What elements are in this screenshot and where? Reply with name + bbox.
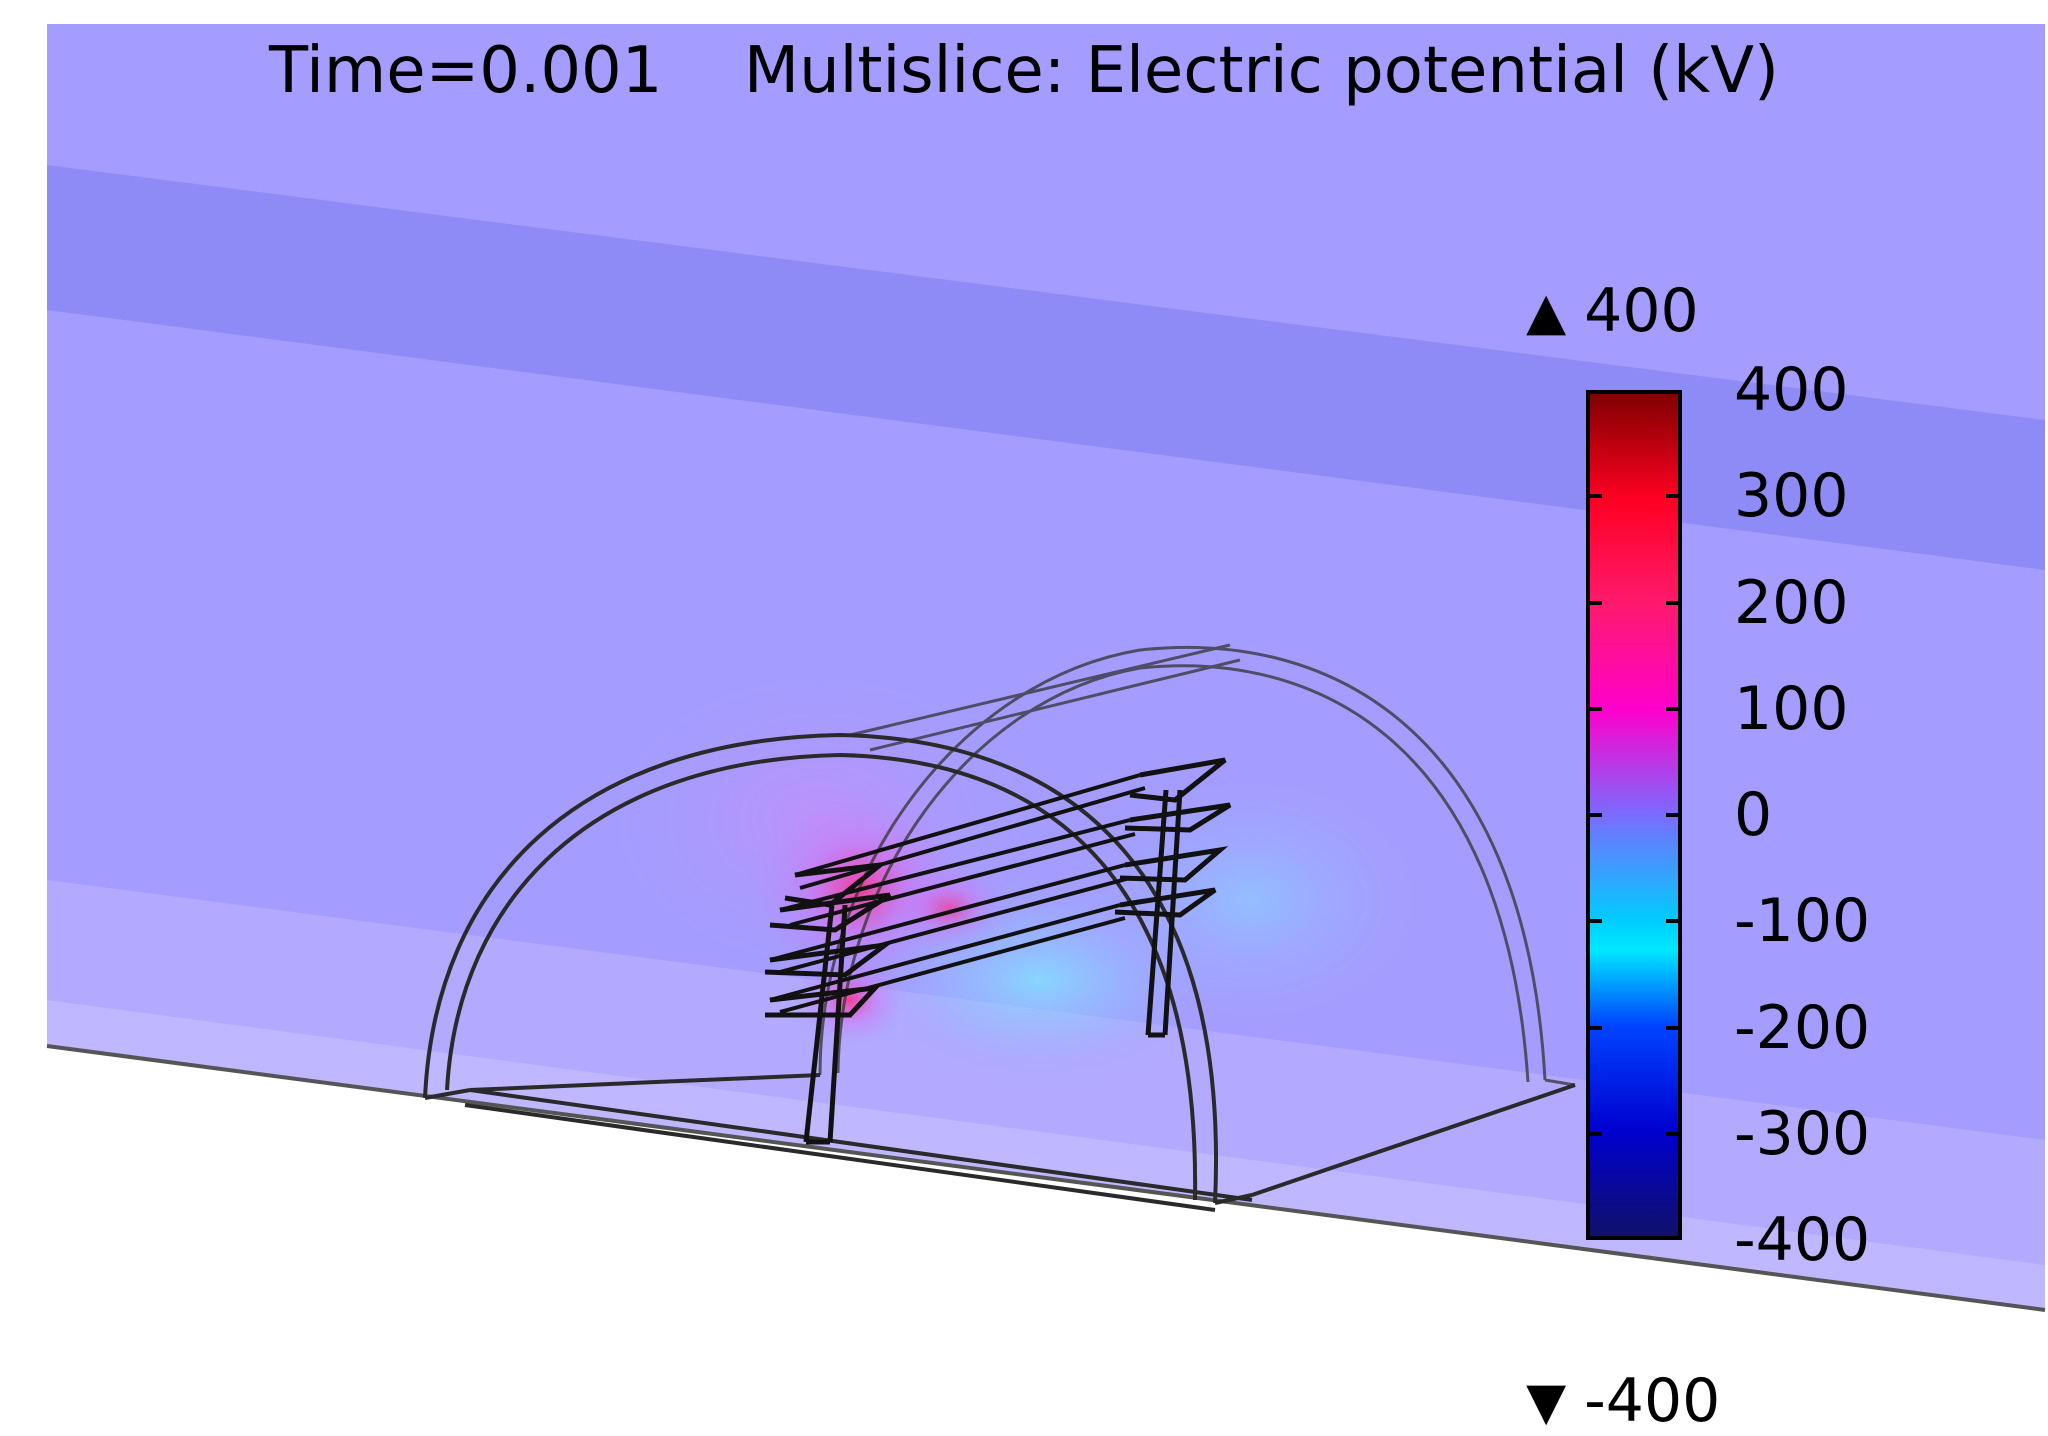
colorbar-tick-mark xyxy=(1586,494,1602,499)
potential-coldspot-2 xyxy=(1070,770,1430,1030)
colorbar-tick-label: 400 xyxy=(1734,355,1849,425)
3d-plot-canvas xyxy=(46,24,2046,1367)
colorbar-tick-label: -200 xyxy=(1734,992,1871,1063)
colorbar-tick-mark xyxy=(1666,1025,1682,1030)
colorbar-tick-mark xyxy=(1586,1131,1602,1136)
colorbar-tick-mark xyxy=(1586,919,1602,924)
colorbar-tick-mark xyxy=(1666,919,1682,924)
colorbar-tick-label: 200 xyxy=(1734,567,1849,638)
colorbar-tick-label: 0 xyxy=(1734,780,1773,850)
up-triangle-icon: ▲ xyxy=(1526,282,1567,342)
min-range-label: ▼ -400 xyxy=(1488,1296,1720,1436)
down-triangle-icon: ▼ xyxy=(1526,1372,1567,1432)
colorbar-tick-label: -300 xyxy=(1734,1098,1871,1169)
colorbar-tick-mark xyxy=(1666,706,1682,711)
colorbar-tick-label: 300 xyxy=(1734,461,1849,532)
plot-title-label: Multislice: Electric potential (kV) xyxy=(743,34,1779,108)
time-label: Time=0.001 xyxy=(269,34,663,108)
colorbar-tick-mark xyxy=(1586,600,1602,605)
white-ground xyxy=(47,1046,2045,1367)
min-range-value: -400 xyxy=(1584,1366,1721,1436)
colorbar-tick-mark xyxy=(1586,706,1602,711)
colorbar-tick-mark xyxy=(1666,600,1682,605)
colorbar-tick-label: 100 xyxy=(1734,673,1849,744)
slice-band xyxy=(47,165,2045,570)
colorbar-tick-mark xyxy=(1586,813,1602,817)
max-range-value: 400 xyxy=(1584,276,1699,346)
front-arch xyxy=(423,732,1576,1212)
transmission-tower xyxy=(764,757,1232,1145)
colorbar-tick-mark xyxy=(1586,1025,1602,1030)
colorbar-tick-label: -100 xyxy=(1734,886,1871,957)
plot-title: Time=0.001 Multislice: Electric potentia… xyxy=(0,34,2048,108)
max-range-label: ▲ 400 xyxy=(1488,206,1699,346)
colorbar-tick-mark xyxy=(1666,813,1682,817)
colorbar-tick-label: -400 xyxy=(1734,1205,1871,1275)
colorbar-tick-mark xyxy=(1666,494,1682,499)
conductor-lines xyxy=(769,773,1146,1014)
colorbar-tick-mark xyxy=(1666,1131,1682,1136)
ground-line xyxy=(46,1044,2046,1312)
